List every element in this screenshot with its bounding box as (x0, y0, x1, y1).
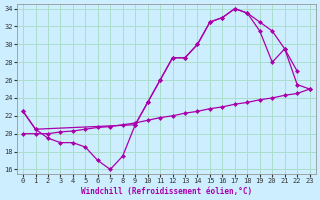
X-axis label: Windchill (Refroidissement éolien,°C): Windchill (Refroidissement éolien,°C) (81, 187, 252, 196)
